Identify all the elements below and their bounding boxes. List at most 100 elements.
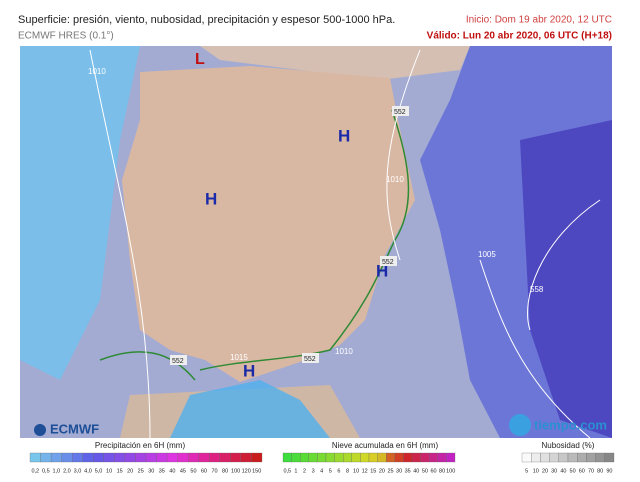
color-swatch	[166, 452, 178, 463]
title: Superficie: presión, viento, nubosidad, …	[18, 14, 395, 26]
scale-label: 8	[346, 468, 349, 474]
scale-label: 100	[231, 468, 240, 474]
scale-label: 30	[148, 468, 154, 474]
scale-label: 40	[560, 468, 566, 474]
color-swatch	[219, 452, 231, 463]
scale-label: 10	[106, 468, 112, 474]
scale-label: 30	[396, 468, 402, 474]
scale-label: 25	[138, 468, 144, 474]
color-swatch	[82, 452, 94, 463]
legend-scales: 0,2 0,5 1,0 2,0 3,0 4,0 5,0 10 15 20 25 30 35 40 45 50 6…	[29, 452, 615, 474]
scale-label: 25	[387, 468, 393, 474]
thickness-label: 552	[394, 109, 406, 116]
color-swatch	[577, 452, 587, 463]
scale-label: 0,2	[31, 468, 39, 474]
color-swatch	[114, 452, 126, 463]
scale-label: 0,5	[283, 468, 291, 474]
color-swatch	[521, 452, 532, 463]
color-swatch	[93, 452, 104, 463]
high-label: H	[205, 189, 217, 208]
color-swatch	[540, 452, 550, 463]
color-swatch	[240, 452, 252, 463]
color-swatch	[188, 452, 199, 463]
color-swatch	[325, 452, 335, 463]
scale-label: 150	[252, 468, 261, 474]
scale-label: 1	[294, 468, 297, 474]
thickness-label: 552	[304, 356, 316, 363]
scale-label: 5,0	[95, 468, 103, 474]
scale-label: 0,5	[42, 468, 50, 474]
scale-label: 15	[117, 468, 123, 474]
color-swatch	[40, 452, 52, 463]
color-swatch	[209, 452, 220, 463]
scale-label: 70	[588, 468, 594, 474]
color-swatch	[251, 452, 263, 463]
isobar-label: 1010	[88, 67, 106, 76]
scale-label: 80	[597, 468, 603, 474]
scale-label: 120	[242, 468, 251, 474]
scale-label: 40	[169, 468, 175, 474]
color-swatch	[282, 452, 292, 463]
color-swatch	[549, 452, 559, 463]
low-label: L	[195, 51, 205, 68]
scale-label: 3	[312, 468, 315, 474]
scale-label: 3,0	[74, 468, 82, 474]
color-swatch	[156, 452, 168, 463]
model: ECMWF HRES (0.1°)	[18, 31, 114, 42]
color-swatch	[558, 452, 569, 463]
scale-label: 20	[379, 468, 385, 474]
color-swatch	[446, 452, 456, 463]
scale-label: 15	[370, 468, 376, 474]
scale-label: 12	[362, 468, 368, 474]
scale-label: 40	[413, 468, 419, 474]
brand-logo: tiempo.com	[534, 417, 607, 432]
high-label: H	[243, 361, 255, 380]
color-swatch	[595, 452, 605, 463]
scale-label: 50	[190, 468, 196, 474]
color-swatch	[103, 452, 115, 463]
color-swatch	[334, 452, 344, 463]
color-swatch	[567, 452, 578, 463]
legend-title: Precipitación en 6H (mm)	[95, 441, 186, 450]
isobar-label: 1015	[230, 353, 248, 362]
scale-label: 5	[525, 468, 528, 474]
color-swatch	[300, 452, 309, 463]
scale-label: 5	[329, 468, 332, 474]
color-swatch	[145, 452, 157, 463]
start-time: Inicio: Dom 19 abr 2020, 12 UTC	[466, 15, 612, 26]
scale-label: 1,0	[53, 468, 61, 474]
color-swatch	[386, 452, 395, 463]
thickness-label: 552	[382, 259, 394, 266]
scale-label: 10	[353, 468, 359, 474]
legend-title: Nieve acumulada en 6H (mm)	[332, 441, 439, 450]
scale-label: 20	[127, 468, 133, 474]
scale-label: 50	[422, 468, 428, 474]
color-swatch	[29, 452, 41, 463]
scale-label: 30	[551, 468, 557, 474]
color-swatch	[177, 452, 189, 463]
scale-label: 60	[201, 468, 207, 474]
scale-label: 80	[222, 468, 228, 474]
isobar-label: 1010	[386, 175, 404, 184]
scale-label: 90	[606, 468, 612, 474]
isobar-label: 1010	[335, 347, 353, 356]
color-swatch	[72, 452, 83, 463]
color-swatch	[360, 452, 370, 463]
scale-label: 45	[180, 468, 186, 474]
color-swatch	[61, 452, 73, 463]
color-swatch	[124, 452, 136, 463]
color-swatch	[411, 452, 421, 463]
isobar-label: 1005	[478, 250, 496, 259]
legend-title: Nubosidad (%)	[542, 441, 595, 450]
scale-label: 2	[303, 468, 306, 474]
color-swatch	[308, 452, 318, 463]
color-swatch	[351, 452, 361, 463]
scale-label: 100	[446, 468, 455, 474]
thickness-label: 552	[172, 358, 184, 365]
scale-label: 35	[405, 468, 411, 474]
scale-label: 4,0	[84, 468, 92, 474]
scale-label: 60	[579, 468, 585, 474]
scale-label: 80	[439, 468, 445, 474]
scale-label: 4	[320, 468, 323, 474]
